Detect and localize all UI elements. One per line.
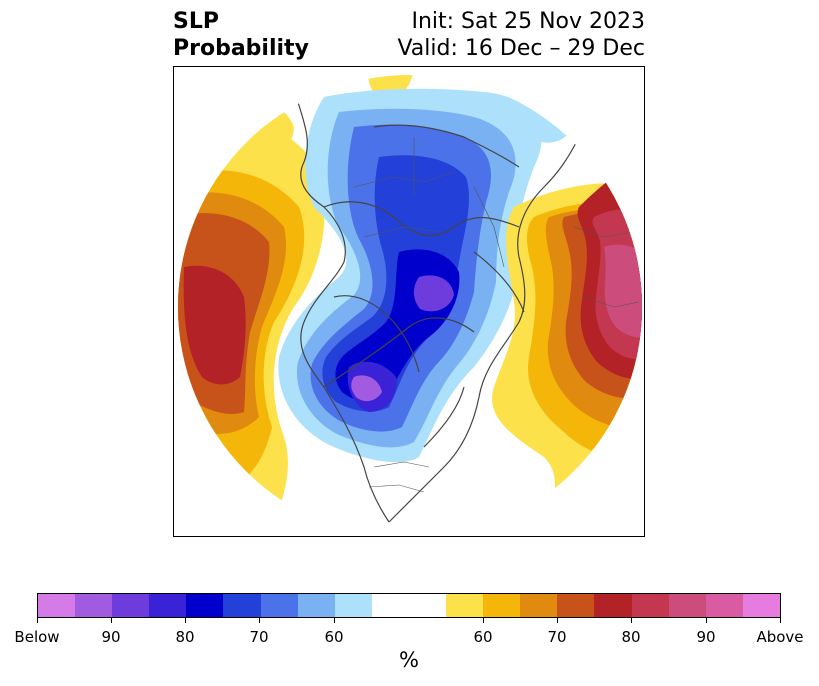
colorbar-segment xyxy=(594,594,632,617)
colorbar-label: 90 xyxy=(101,628,121,646)
colorbar-label: 70 xyxy=(249,628,269,646)
colorbar-segment xyxy=(260,594,298,617)
colorbar-segment xyxy=(446,594,484,617)
colorbar-segment xyxy=(297,594,335,617)
colorbar-tick xyxy=(706,618,707,623)
valid-date: Valid: 16 Dec – 29 Dec xyxy=(397,36,645,61)
colorbar-segment xyxy=(112,594,150,617)
colorbar-label: 70 xyxy=(547,628,567,646)
colorbar-label: 80 xyxy=(621,628,641,646)
colorbar-segment xyxy=(705,594,743,617)
colorbar-tick xyxy=(557,618,558,623)
map-title: SLP Probability xyxy=(173,8,309,62)
colorbar-tick xyxy=(111,618,112,623)
colorbar-label: 80 xyxy=(175,628,195,646)
colorbar-segment xyxy=(149,594,187,617)
title-line-1: SLP xyxy=(173,9,219,34)
colorbar-label-below: Below xyxy=(14,628,60,646)
borders xyxy=(353,137,640,493)
colorbar-tick xyxy=(37,618,38,623)
colorbar-segment xyxy=(75,594,113,617)
init-date: Init: Sat 25 Nov 2023 xyxy=(411,9,645,34)
colorbar-tick xyxy=(483,618,484,623)
colorbar-segment xyxy=(38,594,76,617)
colorbar-segment xyxy=(557,594,595,617)
colorbar-segment xyxy=(668,594,706,617)
colorbar-tick xyxy=(631,618,632,623)
colorbar-label: 90 xyxy=(696,628,716,646)
title-line-2: Probability xyxy=(173,36,309,61)
colorbar-tick xyxy=(185,618,186,623)
colorbar-segment xyxy=(483,594,521,617)
colorbar-tick xyxy=(780,618,781,623)
colorbar-segment xyxy=(742,594,780,617)
colorbar-segment xyxy=(371,594,409,617)
colorbar-segment xyxy=(408,594,447,617)
colorbar-segment xyxy=(520,594,558,617)
colorbar-segment xyxy=(223,594,261,617)
below-region-central xyxy=(278,88,542,463)
colorbar-segment xyxy=(334,594,372,617)
map-panel xyxy=(173,66,645,537)
colorbar-tick xyxy=(334,618,335,623)
colorbar xyxy=(37,593,781,618)
map-dates: Init: Sat 25 Nov 2023 Valid: 16 Dec – 29… xyxy=(397,8,645,62)
colorbar-label: 60 xyxy=(324,628,344,646)
colorbar-label-above: Above xyxy=(756,628,804,646)
colorbar-label: 60 xyxy=(473,628,493,646)
colorbar-segment xyxy=(631,594,669,617)
coastlines xyxy=(293,86,580,523)
colorbar-unit: % xyxy=(399,648,419,672)
colorbar-segment xyxy=(186,594,224,617)
colorbar-tick xyxy=(259,618,260,623)
polar-map xyxy=(178,75,642,536)
